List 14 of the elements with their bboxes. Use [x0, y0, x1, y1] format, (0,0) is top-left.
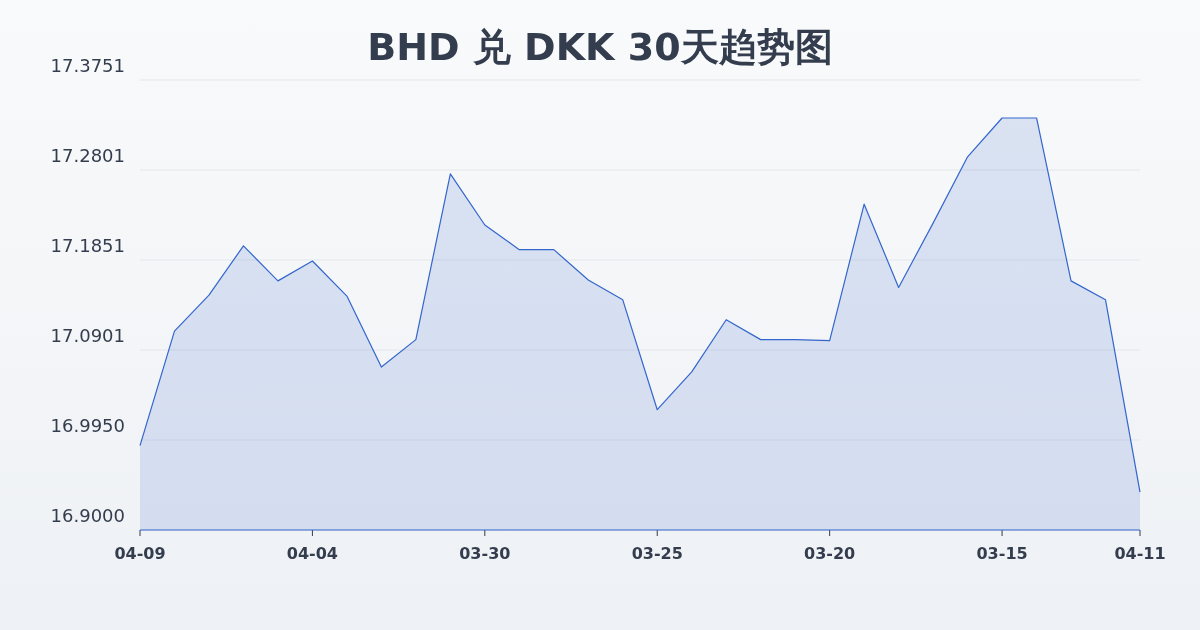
- x-tick-label: 04-11: [1114, 544, 1166, 563]
- y-tick-label: 16.9000: [50, 505, 125, 526]
- x-tick-label: 03-15: [976, 544, 1028, 563]
- x-tick-label: 04-04: [286, 544, 338, 563]
- chart-title: BHD 兑 DKK 30天趋势图: [367, 25, 833, 69]
- y-tick-label: 16.9950: [50, 415, 125, 437]
- x-tick-label: 03-30: [459, 544, 511, 563]
- y-tick-label: 17.3751: [50, 55, 125, 76]
- y-tick-label: 17.1851: [50, 234, 125, 256]
- y-tick-label: 17.0901: [50, 324, 125, 346]
- x-tick-label: 04-09: [114, 544, 166, 563]
- y-tick-label: 17.2801: [50, 144, 125, 166]
- x-tick-label: 03-25: [631, 544, 683, 563]
- x-tick-label: 03-20: [804, 544, 856, 563]
